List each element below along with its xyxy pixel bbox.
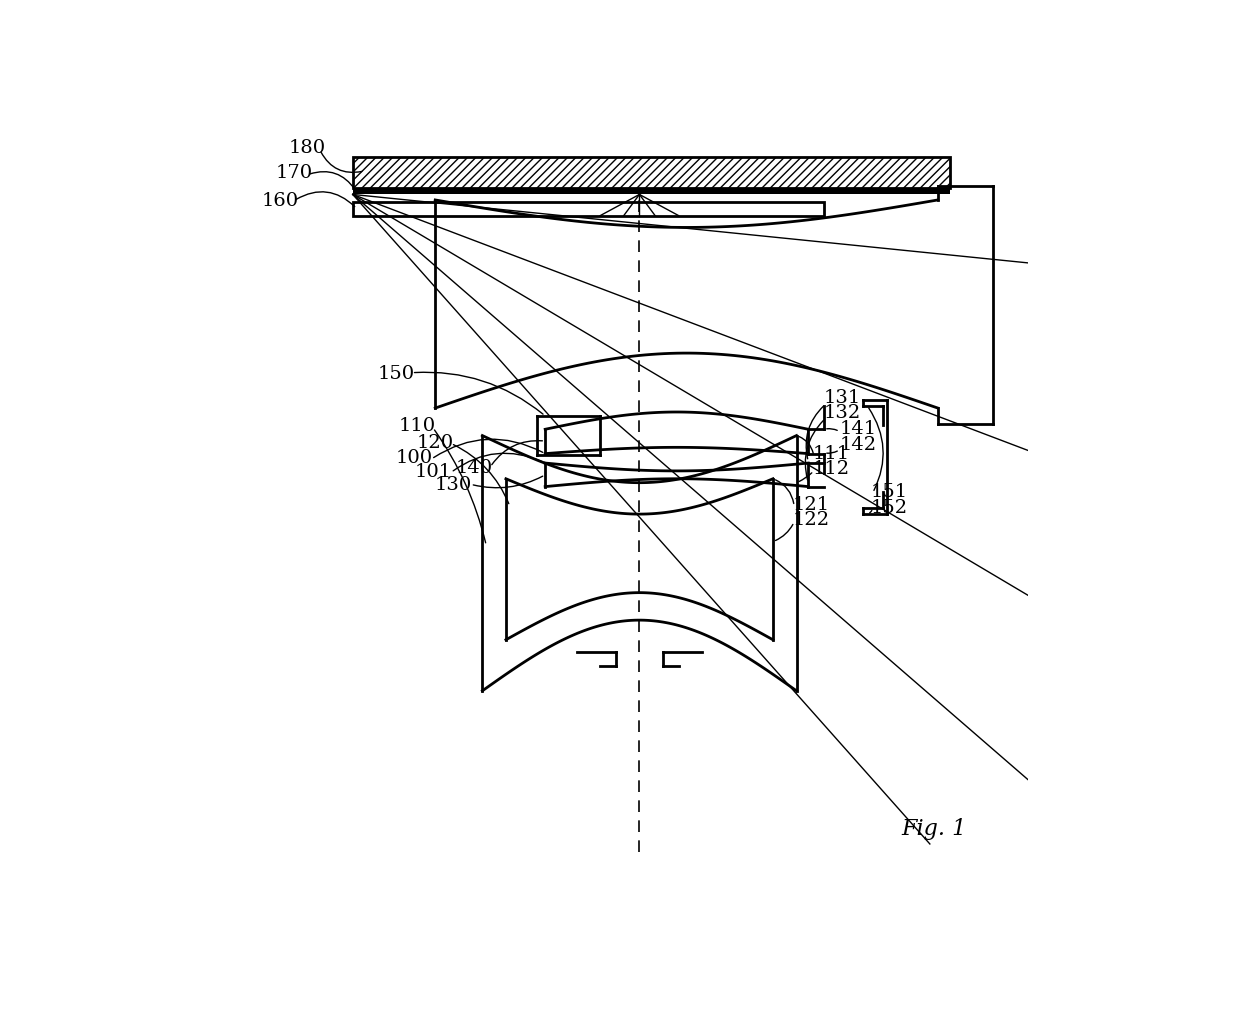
Text: 112: 112 [812, 460, 849, 478]
Text: 150: 150 [377, 365, 414, 382]
Text: 100: 100 [396, 448, 433, 467]
Text: 152: 152 [872, 498, 908, 517]
Text: 111: 111 [812, 444, 849, 462]
Text: 151: 151 [872, 483, 908, 500]
Text: 141: 141 [839, 420, 877, 438]
Text: 122: 122 [792, 511, 830, 529]
Text: Fig. 1: Fig. 1 [901, 817, 966, 840]
Text: 121: 121 [792, 495, 830, 514]
Text: 110: 110 [398, 416, 435, 434]
Text: 120: 120 [417, 433, 454, 451]
Bar [352, 189, 950, 196]
Text: 170: 170 [275, 164, 312, 182]
Text: 132: 132 [825, 405, 862, 422]
Text: 131: 131 [825, 388, 862, 407]
Text: 140: 140 [456, 459, 494, 477]
Text: 160: 160 [262, 192, 299, 210]
Bar [352, 203, 825, 216]
Text: 130: 130 [435, 476, 472, 494]
Text: 101: 101 [415, 463, 453, 480]
Text: 180: 180 [289, 139, 326, 156]
Text: 142: 142 [839, 435, 877, 453]
Bar [352, 158, 950, 189]
